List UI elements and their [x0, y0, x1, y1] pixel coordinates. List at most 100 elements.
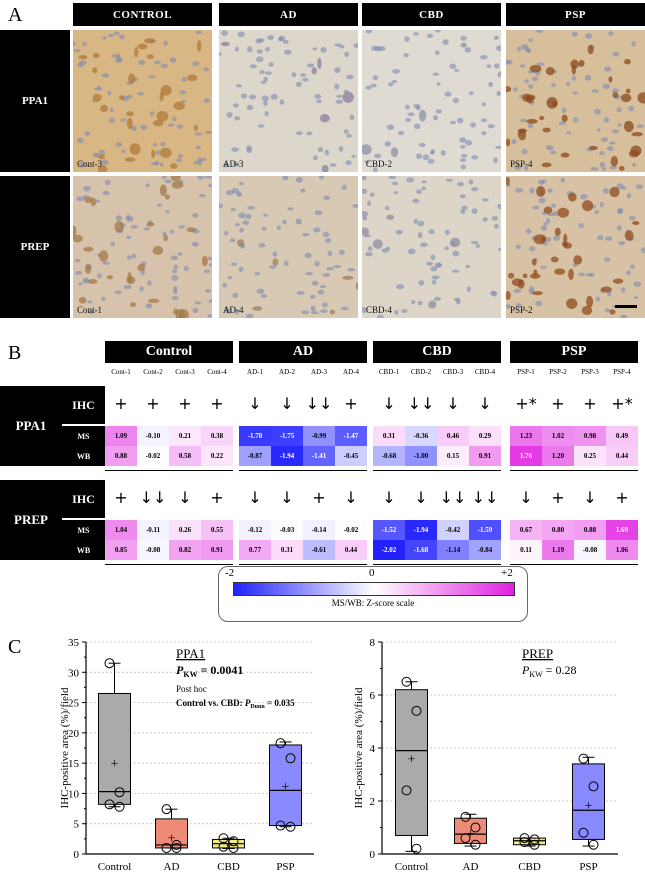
y-tick-label: 10 [68, 788, 80, 800]
zscore-cell: -0.02 [137, 446, 169, 466]
sample-label: AD-3 [311, 368, 327, 376]
ihc-result: ↓ [248, 394, 262, 413]
sample-label: CBD-3 [442, 368, 464, 376]
zscore-cell: 1.02 [542, 426, 574, 446]
data-point [460, 833, 471, 844]
zscore-max: +2 [501, 567, 513, 579]
micrograph-caption: CBD-4 [366, 305, 393, 315]
data-point [275, 820, 286, 831]
data-point [401, 676, 412, 687]
group-underline [239, 564, 367, 565]
panel-c-letter: C [8, 636, 22, 658]
y-tick-label: 20 [68, 728, 80, 740]
zscore-cell: -0.61 [303, 540, 335, 560]
data-point [285, 821, 296, 832]
chart-title: PPA1 [176, 646, 205, 661]
sample-label: PSP-3 [581, 368, 599, 376]
y-tick-label: 2 [370, 796, 376, 808]
micrograph-caption: AD-3 [223, 159, 244, 169]
zscore-cell: 0.82 [169, 540, 201, 560]
zscore-mid: 0 [369, 567, 375, 579]
zscore-cell: 0.88 [105, 446, 137, 466]
y-axis-label: IHC-positive area (%)/field [353, 687, 365, 808]
group-underline [105, 470, 233, 471]
zscore-gradient [233, 582, 515, 596]
data-point [275, 738, 286, 749]
data-point [285, 753, 296, 764]
zscore-cell: -1.78 [239, 426, 271, 446]
data-point [401, 785, 412, 796]
micrograph: CBD-2 [362, 30, 501, 172]
box-ad: + [155, 804, 188, 853]
posthoc-line: Control vs. CBD: PDunn = 0.035 [176, 698, 295, 710]
ihc-result: + [114, 488, 128, 507]
x-tick-label: AD [164, 861, 180, 873]
sample-label: CBD-4 [474, 368, 496, 376]
box-mean: + [408, 753, 416, 768]
zscore-cell: 0.44 [606, 446, 638, 466]
micrograph: CBD-4 [362, 176, 501, 318]
sample-label: Cont-3 [175, 368, 195, 376]
zscore-cell: 0.15 [437, 446, 469, 466]
panel-a-row-label: PPA1 [0, 30, 70, 172]
micrograph-caption: PSP-2 [510, 305, 533, 315]
ihc-result: ↓ [382, 394, 396, 413]
zscore-cell: 0.98 [574, 426, 606, 446]
zscore-cell: 0.22 [201, 446, 233, 466]
y-tick-label: 0 [74, 849, 80, 861]
ihc-result: + [551, 488, 565, 507]
x-tick-label: Control [98, 861, 132, 873]
zscore-cell: -1.94 [271, 446, 303, 466]
ihc-result: +* [611, 394, 633, 413]
measure-label: WB [62, 540, 105, 560]
ihc-result: ↓ [344, 488, 358, 507]
ihc-result: ↓ [178, 488, 192, 507]
box-mean: + [467, 827, 475, 842]
y-tick-label: 15 [68, 758, 80, 770]
zscore-cell: -0.03 [271, 520, 303, 540]
micrograph: Cont-3 [73, 30, 212, 172]
zscore-cell: -0.84 [469, 540, 501, 560]
zscore-cell: 0.49 [606, 426, 638, 446]
zscore-cell: 0.55 [201, 520, 233, 540]
micrograph: Cont-1 [73, 176, 212, 318]
zscore-cell: 0.80 [542, 520, 574, 540]
group-underline [510, 564, 638, 565]
zscore-cell: -0.08 [574, 540, 606, 560]
panel-a-column-header: CONTROL [73, 3, 212, 26]
zscore-cell: -1.68 [405, 540, 437, 560]
ihc-result: + [583, 394, 597, 413]
y-tick-label: 8 [370, 637, 376, 649]
zscore-cell: -1.41 [303, 446, 335, 466]
x-tick-label: PSP [276, 861, 294, 873]
group-underline [239, 470, 367, 471]
micrograph-caption: AD-4 [223, 305, 244, 315]
sample-label: AD-1 [247, 368, 263, 376]
y-axis-label: IHC-positive area (%)/field [59, 687, 71, 808]
measure-label: MS [62, 520, 105, 540]
box-cbd: + [212, 833, 245, 853]
data-point [171, 842, 182, 853]
zscore-cell: 0.85 [105, 540, 137, 560]
sample-label: Cont-4 [207, 368, 227, 376]
ihc-result: ↓ [280, 394, 294, 413]
zscore-cell: 1.09 [105, 426, 137, 446]
zscore-cell: 1.04 [105, 520, 137, 540]
ihc-label: IHC [62, 480, 105, 518]
box-iqr [572, 763, 605, 840]
zscore-caption: MS/WB: Z-score scale [331, 598, 415, 608]
zscore-cell: -0.68 [373, 446, 405, 466]
group-underline [373, 470, 501, 471]
data-point [578, 753, 589, 764]
data-point [218, 841, 229, 852]
zscore-cell: 0.21 [169, 426, 201, 446]
zscore-cell: -1.75 [271, 426, 303, 446]
data-point [578, 827, 589, 838]
micrograph-caption: Cont-1 [77, 305, 103, 315]
sample-label: Cont-2 [143, 368, 163, 376]
zscore-cell: -1.52 [373, 520, 405, 540]
zscore-cell: -1.59 [469, 520, 501, 540]
chart-title: PREP [522, 646, 553, 661]
zscore-cell: -1.14 [437, 540, 469, 560]
zscore-cell: -0.10 [137, 426, 169, 446]
